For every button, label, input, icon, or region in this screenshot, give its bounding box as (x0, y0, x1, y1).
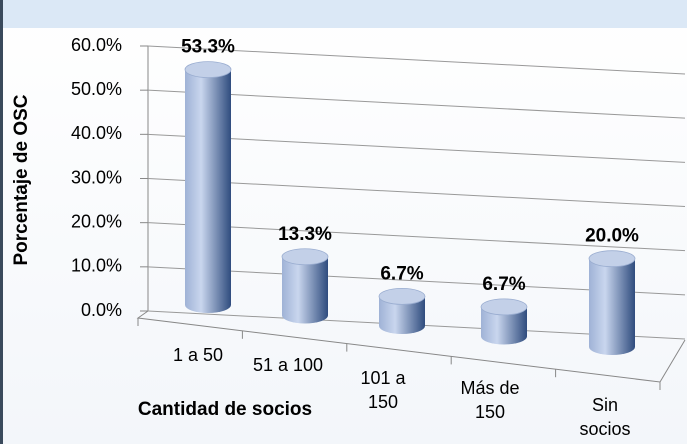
y-tick-label: 60.0% (71, 35, 122, 55)
value-label: 53.3% (181, 37, 235, 58)
left-frame (0, 0, 3, 444)
x-tick-label: 1 a 50 (172, 345, 224, 365)
y-tick-label: 50.0% (71, 79, 122, 99)
bar-top (588, 250, 636, 268)
y-tick-label: 20.0% (71, 211, 122, 231)
bar (589, 258, 635, 355)
grid-line (147, 133, 686, 163)
value-label: 6.7% (482, 274, 525, 295)
bar-top (184, 61, 232, 78)
y-tick-label: 0.0% (81, 300, 122, 320)
y-tick-label: 40.0% (71, 123, 122, 143)
grid-line (147, 45, 686, 75)
x-axis-title: Cantidad de socios (138, 399, 312, 420)
x-tick-label: 101 a 150 (360, 368, 406, 412)
y-tick-label: 10.0% (71, 256, 122, 276)
bar (185, 69, 231, 313)
bar-top (480, 298, 528, 316)
grid-line (147, 178, 686, 207)
bar (379, 296, 425, 334)
top-band (0, 0, 687, 28)
value-label: 6.7% (380, 263, 423, 284)
floor-edge (136, 310, 686, 383)
x-tick-label: Sin socios (579, 395, 631, 439)
grid-line (147, 89, 686, 119)
value-label: 13.3% (278, 224, 332, 245)
bar (481, 306, 527, 345)
bar-top (378, 288, 426, 305)
y-axis-title: Porcentaje de OSC (11, 94, 32, 265)
bar-top (281, 248, 329, 266)
value-label: 20.0% (585, 226, 639, 247)
x-tick-label: 51 a 100 (252, 355, 324, 375)
bar (282, 256, 328, 324)
grid-line (147, 222, 686, 252)
y-tick-label: 30.0% (71, 167, 122, 187)
x-tick-label: Más de 150 (460, 378, 520, 422)
